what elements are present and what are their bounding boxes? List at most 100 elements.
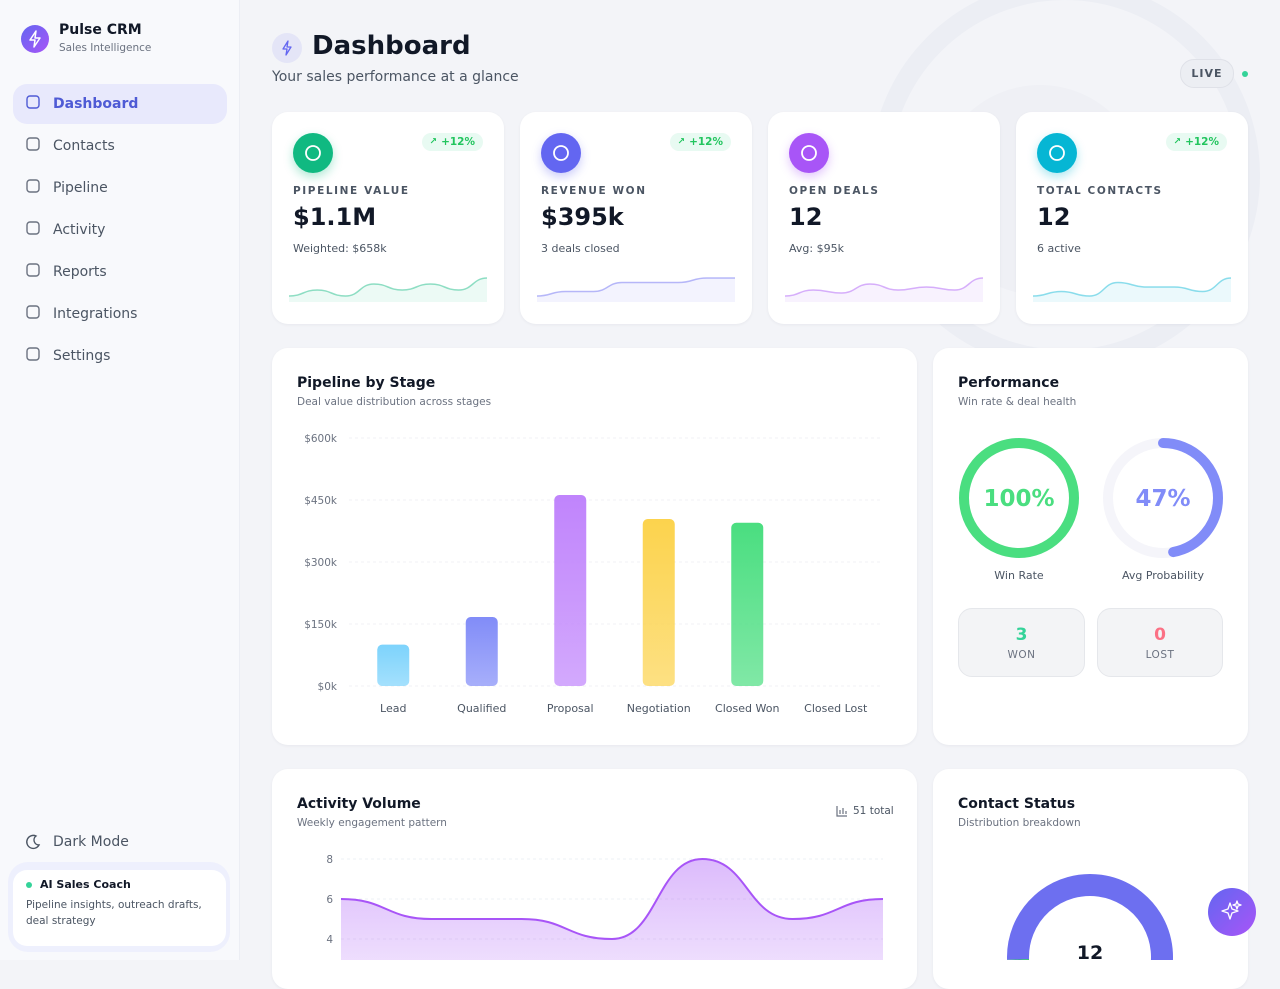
nav-label: Dashboard <box>53 96 138 112</box>
nav-item[interactable]: Pipeline <box>13 168 227 208</box>
nav-item[interactable]: Dashboard <box>13 84 227 124</box>
dark-mode-label: Dark Mode <box>53 834 129 850</box>
bar <box>377 645 409 686</box>
kpi-note: 3 deals closed <box>541 242 620 255</box>
kpi-icon <box>293 133 333 173</box>
kpi-note: Avg: $95k <box>789 242 844 255</box>
sparkline-area <box>1033 278 1231 302</box>
live-badge: LIVE <box>1180 59 1234 88</box>
bar <box>731 523 763 686</box>
kpi-value: $395k <box>541 203 624 231</box>
change-arrow: ↗ <box>430 137 438 147</box>
page-title: Dashboard <box>312 31 471 61</box>
gauge-name: Win Rate <box>994 569 1044 582</box>
gauge-name: Avg Probability <box>1122 569 1205 582</box>
nav-label: Pipeline <box>53 180 108 196</box>
change-value: +12% <box>689 136 723 148</box>
nav-label: Activity <box>53 222 105 238</box>
change-value: +12% <box>1185 136 1219 148</box>
kpi-value: 12 <box>1037 203 1070 231</box>
sparkline <box>537 266 735 302</box>
brand-name: Pulse CRM <box>59 22 142 38</box>
kpi-note: Weighted: $658k <box>293 242 387 255</box>
kpi-note: 6 active <box>1037 242 1081 255</box>
coach-title: AI Sales Coach <box>40 878 131 891</box>
coach-card[interactable]: AI Sales Coach Pipeline insights, outrea… <box>13 870 226 946</box>
kpi-card: ↗+12% REVENUE WON $395k 3 deals closed <box>520 112 752 324</box>
x-tick-label: Proposal <box>547 702 594 715</box>
nav-label: Settings <box>53 348 110 364</box>
lost-label: LOST <box>1098 649 1222 661</box>
kpi-label: REVENUE WON <box>541 185 647 197</box>
y-tick-label: $0k <box>318 681 338 693</box>
sparkline <box>289 266 487 302</box>
sidebar: Pulse CRM Sales Intelligence Dashboard Co… <box>0 0 240 960</box>
nav-item[interactable]: Contacts <box>13 126 227 166</box>
won-box: 3 WON <box>958 608 1085 677</box>
x-tick-label: Closed Won <box>715 702 779 715</box>
kpi-change: ↗+12% <box>670 133 731 151</box>
nav-label: Contacts <box>53 138 115 154</box>
donut-center: 12 <box>1077 942 1103 960</box>
won-count: 3 <box>959 625 1084 645</box>
performance-gauges: 100% Win Rate 47% Avg Probability <box>933 348 1248 598</box>
nav-item[interactable]: Activity <box>13 210 227 250</box>
y-tick-label: 4 <box>326 934 333 946</box>
lost-count: 0 <box>1098 625 1222 645</box>
change-value: +12% <box>441 136 475 148</box>
x-tick-label: Closed Lost <box>804 702 868 715</box>
nav-icon <box>13 220 53 240</box>
page-subtitle: Your sales performance at a glance <box>272 69 519 85</box>
kpi-change: ↗+12% <box>1166 133 1227 151</box>
sparkline-area <box>537 278 735 302</box>
sparkline <box>785 266 983 302</box>
area-fill <box>341 859 883 960</box>
coach-text: Pipeline insights, outreach drafts, deal… <box>26 897 206 929</box>
kpi-label: TOTAL CONTACTS <box>1037 185 1163 197</box>
ai-assistant-button[interactable] <box>1206 886 1258 938</box>
kpi-icon <box>789 133 829 173</box>
nav-item[interactable]: Settings <box>13 336 227 376</box>
nav-icon <box>13 94 53 114</box>
dark-mode-toggle[interactable]: Dark Mode <box>13 822 227 862</box>
live-dot <box>1242 71 1248 77</box>
gauge-value: 47% <box>1135 486 1190 512</box>
nav-item[interactable]: Integrations <box>13 294 227 334</box>
y-tick-label: $450k <box>304 495 338 507</box>
page: Pulse CRM Sales Intelligence Dashboard Co… <box>0 0 1280 960</box>
x-tick-label: Lead <box>380 702 406 715</box>
contact-status-chart: 12 <box>933 769 1248 960</box>
y-tick-label: $300k <box>304 557 338 569</box>
nav-icon <box>13 262 53 282</box>
bar <box>643 519 675 686</box>
kpi-icon <box>541 133 581 173</box>
kpi-value: 12 <box>789 203 822 231</box>
gauge-value: 100% <box>983 486 1054 512</box>
nav-label: Reports <box>53 264 107 280</box>
kpi-card: OPEN DEALS 12 Avg: $95k <box>768 112 1000 324</box>
change-arrow: ↗ <box>678 137 686 147</box>
y-tick-label: $600k <box>304 433 338 445</box>
header-icon <box>272 33 302 63</box>
nav-icon <box>13 136 53 156</box>
nav-icon <box>13 178 53 198</box>
y-tick-label: 6 <box>326 894 333 906</box>
brand-tagline: Sales Intelligence <box>59 42 151 54</box>
kpi-icon <box>1037 133 1077 173</box>
y-tick-label: $150k <box>304 619 338 631</box>
bar <box>554 495 586 686</box>
activity-chart: 4 6 8 <box>272 769 917 960</box>
nav-item[interactable]: Reports <box>13 252 227 292</box>
x-tick-label: Negotiation <box>627 702 691 715</box>
won-label: WON <box>959 649 1084 661</box>
sparkline <box>1033 266 1231 302</box>
kpi-label: PIPELINE VALUE <box>293 185 410 197</box>
bar <box>466 617 498 686</box>
x-tick-label: Qualified <box>457 702 506 715</box>
kpi-label: OPEN DEALS <box>789 185 880 197</box>
nav-label: Integrations <box>53 306 137 322</box>
y-tick-label: 8 <box>326 854 333 866</box>
nav-icon <box>13 304 53 324</box>
change-arrow: ↗ <box>1174 137 1182 147</box>
